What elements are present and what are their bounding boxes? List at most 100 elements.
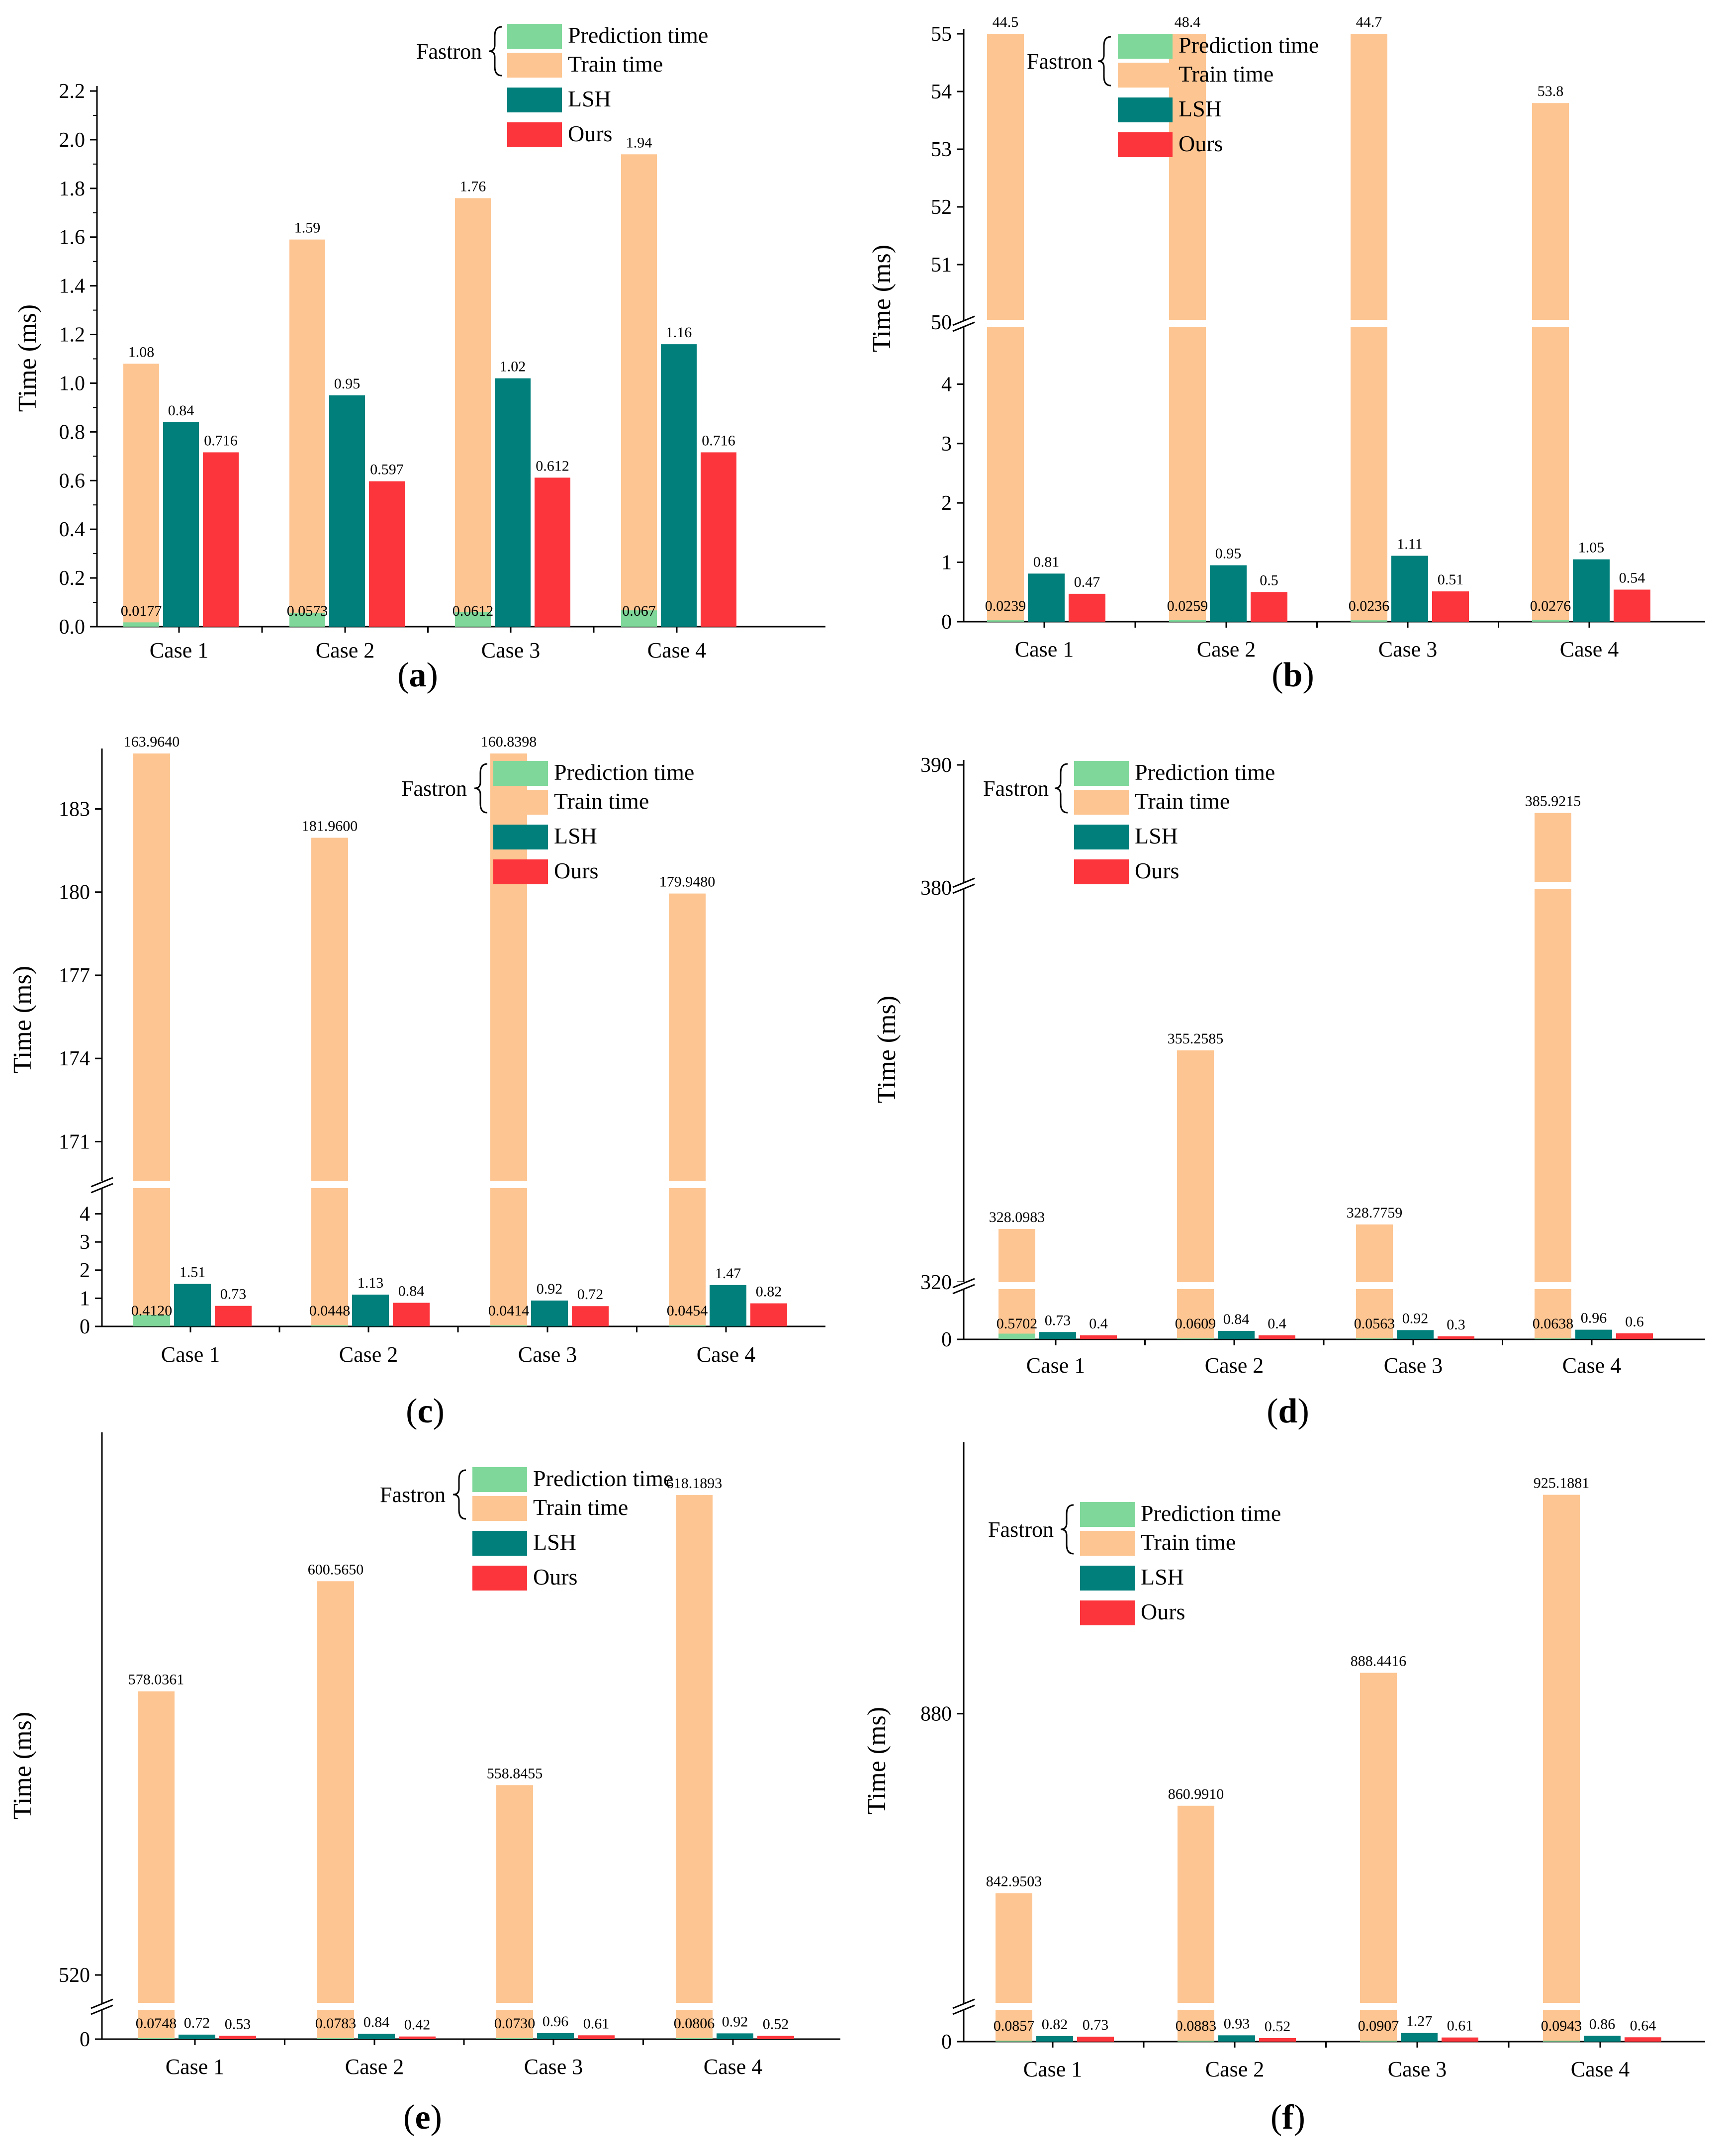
legend-brace xyxy=(453,1469,466,1520)
bar-ours xyxy=(757,2036,794,2039)
y-tick-label: 4 xyxy=(941,373,952,396)
x-tick-label: Case 4 xyxy=(1560,637,1619,661)
y-tick-label: 3 xyxy=(80,1231,90,1254)
axis-break-slash-2 xyxy=(952,1284,975,1295)
bar-train-time xyxy=(996,1893,1032,2042)
legend-train-label: Train time xyxy=(568,51,663,77)
data-label-lsh: 0.73 xyxy=(1045,1312,1071,1328)
bar-lsh xyxy=(1039,1332,1076,1339)
bar-train-time xyxy=(1356,1224,1393,1339)
x-tick-label: Case 4 xyxy=(647,638,707,662)
y-axis-label: Time (ms) xyxy=(13,304,42,412)
bar-ours xyxy=(1616,1333,1653,1339)
data-label-train: 328.7759 xyxy=(1347,1205,1403,1221)
bar-train-time xyxy=(676,1495,713,2039)
bar-train-time xyxy=(496,1785,533,2039)
y-tick-label: 0 xyxy=(941,1328,952,1351)
y-tick-label: 177 xyxy=(59,964,90,987)
axis-break-slash-2 xyxy=(952,321,975,332)
bar-lsh xyxy=(1218,1331,1255,1339)
data-label-train: 1.94 xyxy=(626,134,652,151)
data-label-lsh: 1.11 xyxy=(1397,536,1422,552)
y-tick-label: 183 xyxy=(59,798,90,821)
data-label-ours: 0.716 xyxy=(204,432,238,449)
legend-prediction-label: Prediction time xyxy=(1141,1500,1281,1526)
data-label-ours: 0.612 xyxy=(536,458,569,474)
y-tick-label: 0 xyxy=(80,1315,90,1338)
bar-train-time xyxy=(1351,34,1387,622)
legend-prediction-label: Prediction time xyxy=(1179,32,1319,58)
bar-break-gap xyxy=(1542,2003,1581,2010)
legend-ours-label: Ours xyxy=(1179,131,1223,156)
data-label-prediction: 0.0883 xyxy=(1176,2018,1217,2034)
bar-lsh xyxy=(352,1295,389,1326)
bar-prediction-time-overlay xyxy=(455,612,491,627)
y-axis-label: Time (ms) xyxy=(8,1712,37,1819)
legend-train-swatch xyxy=(472,1496,527,1521)
bar-ours xyxy=(535,477,570,627)
legend-ours-label: Ours xyxy=(568,121,612,146)
data-label-train: 355.2585 xyxy=(1168,1031,1224,1047)
bar-train-time xyxy=(1543,1495,1580,2042)
bar-train-time xyxy=(1360,1673,1397,2042)
bar-ours xyxy=(1251,592,1287,622)
y-tick-label: 1 xyxy=(80,1287,90,1310)
y-tick-label: 2 xyxy=(941,492,952,515)
bar-lsh xyxy=(531,1300,568,1326)
legend-fastron-label: Fastron xyxy=(1027,49,1092,74)
legend-train-label: Train time xyxy=(1141,1529,1236,1555)
data-label-ours: 0.3 xyxy=(1447,1316,1465,1333)
data-label-lsh: 0.84 xyxy=(363,2014,390,2030)
bar-train-time xyxy=(133,753,170,1326)
data-label-prediction: 0.0857 xyxy=(994,2018,1035,2034)
data-label-ours: 0.72 xyxy=(577,1286,604,1303)
bar-ours xyxy=(1442,2037,1478,2042)
bar-lsh xyxy=(537,2033,574,2039)
bar-ours xyxy=(750,1303,787,1326)
y-tick-label: 55 xyxy=(931,23,952,46)
data-label-ours: 0.61 xyxy=(583,2015,610,2032)
bar-break-gap xyxy=(132,1181,171,1188)
legend-lsh-swatch xyxy=(1118,97,1173,122)
x-tick-label: Case 4 xyxy=(1571,2057,1630,2081)
bar-break-gap xyxy=(998,1282,1036,1289)
bar-train-time xyxy=(289,239,325,627)
bar-prediction-time-overlay xyxy=(317,2038,354,2039)
y-axis-label: Time (ms) xyxy=(873,996,901,1103)
x-tick-label: Case 2 xyxy=(339,1342,398,1367)
data-label-ours: 0.52 xyxy=(1265,2018,1291,2035)
legend-lsh-label: LSH xyxy=(1141,1564,1184,1590)
y-tick-label: 1.6 xyxy=(59,226,86,249)
y-tick-label: 390 xyxy=(920,754,952,777)
data-label-ours: 0.84 xyxy=(398,1283,425,1299)
bar-break-gap xyxy=(675,2003,714,2010)
data-label-lsh: 1.51 xyxy=(180,1264,206,1281)
data-label-ours: 0.54 xyxy=(1619,570,1645,586)
bar-prediction-time-overlay xyxy=(1543,2041,1580,2042)
data-label-prediction: 0.0177 xyxy=(121,603,162,619)
bar-lsh xyxy=(1573,559,1610,622)
x-tick-label: Case 3 xyxy=(1384,1353,1443,1378)
legend: Prediction time Train time LSH Ours Fastron xyxy=(401,759,694,884)
legend-train-label: Train time xyxy=(554,788,649,814)
legend-ours-swatch xyxy=(507,122,562,147)
legend-brace xyxy=(474,763,488,814)
data-label-train: 163.9640 xyxy=(124,734,180,750)
y-tick-label: 380 xyxy=(920,877,952,900)
y-tick-label: 174 xyxy=(59,1047,90,1070)
legend-fastron-label: Fastron xyxy=(380,1483,446,1507)
legend-ours-label: Ours xyxy=(1135,858,1179,883)
bar-prediction-time-overlay xyxy=(1532,620,1569,622)
y-tick-label: 0 xyxy=(941,2031,952,2054)
data-label-ours: 0.51 xyxy=(1438,571,1464,588)
x-tick-label: Case 1 xyxy=(1023,2057,1083,2081)
data-label-prediction: 0.0783 xyxy=(315,2015,357,2032)
data-label-lsh: 1.16 xyxy=(666,324,692,341)
data-label-lsh: 0.84 xyxy=(168,402,194,419)
y-tick-label: 50 xyxy=(931,311,952,334)
bar-prediction-time-overlay xyxy=(133,1314,170,1326)
bar-train-time xyxy=(621,154,657,627)
bar-break-gap xyxy=(1534,1282,1572,1289)
legend: Prediction time Train time LSH Ours Fastron xyxy=(1027,32,1319,157)
data-label-lsh: 0.93 xyxy=(1224,2015,1250,2032)
